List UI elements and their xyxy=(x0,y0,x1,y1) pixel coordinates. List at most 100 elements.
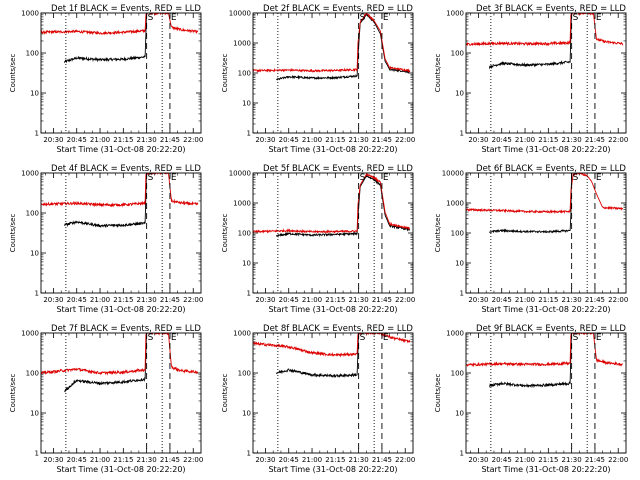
chart-title: Det 7f BLACK = Events, RED = LLD xyxy=(51,324,201,334)
x-tick-label: 20:45 xyxy=(492,136,512,144)
marker-label: S xyxy=(573,13,579,23)
marker-label: E xyxy=(383,333,389,343)
chart-title: Det 1f BLACK = Events, RED = LLD xyxy=(51,4,201,14)
x-axis-label: Start Time (31-Oct-08 20:22:20) xyxy=(481,145,610,154)
y-tick-label: 10 xyxy=(455,90,464,98)
series-line-lld xyxy=(41,173,199,208)
y-tick-label: 1 xyxy=(247,290,251,298)
series-line-events xyxy=(275,174,411,238)
x-axis-label: Start Time (31-Oct-08 20:22:20) xyxy=(56,465,185,474)
x-tick-label: 21:15 xyxy=(538,136,558,144)
x-tick-label: 21:45 xyxy=(372,456,392,464)
chart-title: Det 2f BLACK = Events, RED = LLD xyxy=(263,4,413,14)
series-line-events xyxy=(489,333,573,389)
y-tick-label: 10 xyxy=(242,100,251,108)
x-tick-label: 20:30 xyxy=(468,136,488,144)
panel-det-6: Det 6f BLACK = Events, RED = LLD Counts/s… xyxy=(434,164,628,314)
x-axis-label: Start Time (31-Oct-08 20:22:20) xyxy=(268,465,397,474)
x-tick-label: 20:30 xyxy=(255,136,275,144)
y-tick-label: 10 xyxy=(455,260,464,268)
chart-title: Det 8f BLACK = Events, RED = LLD xyxy=(263,324,413,334)
marker-label: E xyxy=(383,173,389,183)
series-line-lld xyxy=(466,13,624,47)
series-line-lld xyxy=(41,333,199,376)
y-axis-label: Counts/sec xyxy=(9,54,17,93)
x-tick-label: 21:30 xyxy=(349,456,369,464)
plot-frame xyxy=(40,172,202,294)
x-tick-label: 20:30 xyxy=(468,296,488,304)
marker-label: S xyxy=(360,333,366,343)
x-tick-label: 22:00 xyxy=(608,296,628,304)
x-tick-label: 21:15 xyxy=(325,136,345,144)
y-tick-label: 1000 xyxy=(446,200,464,208)
y-tick-label: 1000 xyxy=(446,10,464,18)
chart-title: Det 6f BLACK = Events, RED = LLD xyxy=(476,164,626,174)
x-tick-label: 21:45 xyxy=(372,296,392,304)
y-tick-label: 10 xyxy=(242,260,251,268)
x-tick-label: 21:45 xyxy=(585,456,605,464)
x-tick-label: 21:00 xyxy=(90,296,110,304)
x-tick-label: 21:45 xyxy=(160,296,180,304)
series-line-lld xyxy=(466,333,624,368)
y-tick-label: 100 xyxy=(451,230,464,238)
x-tick-label: 20:45 xyxy=(67,456,87,464)
x-tick-label: 20:45 xyxy=(279,296,299,304)
x-tick-label: 22:00 xyxy=(183,296,203,304)
x-tick-label: 21:15 xyxy=(113,296,133,304)
plot-frame xyxy=(252,172,414,294)
panel-det-3: Det 3f BLACK = Events, RED = LLD Counts/s… xyxy=(434,4,628,154)
y-tick-label: 1000 xyxy=(233,40,251,48)
x-tick-label: 20:45 xyxy=(492,296,512,304)
marker-label: S xyxy=(148,173,154,183)
marker-label: E xyxy=(596,13,602,23)
marker-label: E xyxy=(383,13,389,23)
y-tick-label: 10000 xyxy=(229,10,251,18)
y-tick-label: 1000 xyxy=(233,330,251,338)
x-tick-label: 21:30 xyxy=(137,456,157,464)
y-axis-label: Counts/sec xyxy=(434,374,442,413)
x-axis-label: Start Time (31-Oct-08 20:22:20) xyxy=(268,305,397,314)
chart-title: Det 3f BLACK = Events, RED = LLD xyxy=(476,4,626,14)
series-line-events xyxy=(63,173,148,229)
x-tick-label: 21:00 xyxy=(302,136,322,144)
x-tick-label: 21:30 xyxy=(137,136,157,144)
plot-frame xyxy=(40,12,202,134)
x-tick-label: 20:30 xyxy=(255,456,275,464)
y-tick-label: 1000 xyxy=(21,10,39,18)
x-tick-label: 21:45 xyxy=(585,136,605,144)
x-tick-label: 20:30 xyxy=(43,136,63,144)
y-axis-label: Counts/sec xyxy=(9,214,17,253)
x-tick-label: 21:30 xyxy=(562,136,582,144)
y-tick-label: 100 xyxy=(238,230,251,238)
y-tick-label: 10 xyxy=(242,410,251,418)
y-tick-label: 1 xyxy=(247,130,251,138)
plot-frame xyxy=(465,12,627,134)
series-line-events xyxy=(63,333,148,393)
x-tick-label: 22:00 xyxy=(608,456,628,464)
x-tick-label: 21:15 xyxy=(325,296,345,304)
y-tick-label: 1 xyxy=(460,290,464,298)
marker-label: S xyxy=(360,173,366,183)
plot-frame xyxy=(252,332,414,454)
y-tick-label: 1000 xyxy=(446,330,464,338)
x-tick-label: 21:15 xyxy=(538,296,558,304)
y-tick-label: 1000 xyxy=(233,200,251,208)
chart-title: Det 5f BLACK = Events, RED = LLD xyxy=(263,164,413,174)
x-tick-label: 22:00 xyxy=(608,136,628,144)
x-tick-label: 22:00 xyxy=(183,456,203,464)
plot-frame xyxy=(465,332,627,454)
x-tick-label: 20:45 xyxy=(279,136,299,144)
x-tick-label: 21:45 xyxy=(585,296,605,304)
y-tick-label: 1 xyxy=(460,130,464,138)
series-line-events xyxy=(276,13,411,81)
y-tick-label: 10000 xyxy=(229,170,251,178)
series-line-lld xyxy=(253,333,411,358)
series-line-lld xyxy=(253,13,411,73)
x-tick-label: 21:15 xyxy=(113,456,133,464)
marker-label: E xyxy=(171,13,177,23)
marker-label: E xyxy=(171,333,177,343)
marker-label: S xyxy=(148,333,154,343)
series-line-events xyxy=(488,13,573,70)
series-line-events xyxy=(488,173,573,234)
